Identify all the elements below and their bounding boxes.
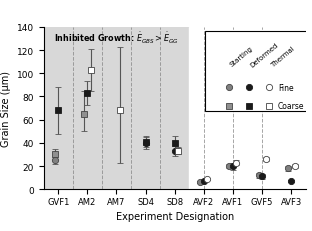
Text: Coarse: Coarse [278, 102, 305, 111]
X-axis label: Experiment Designation: Experiment Designation [115, 212, 234, 222]
Y-axis label: Grain Size (μm): Grain Size (μm) [1, 71, 11, 146]
Text: Fine: Fine [278, 83, 294, 92]
Bar [44, 28, 189, 189]
Text: Starting: Starting [229, 46, 254, 68]
Text: Thermal: Thermal [269, 45, 295, 68]
FancyBboxPatch shape [205, 32, 312, 111]
Text: Inhibited Growth: $\dot{E}_{GBS} > \dot{E}_{GG}$: Inhibited Growth: $\dot{E}_{GBS} > \dot{… [54, 30, 179, 45]
Text: Deformed: Deformed [249, 42, 279, 68]
Bar [189, 28, 306, 189]
Text: Growth: $\dot{E}_{GG} > \dot{E}_{GBS}$: Growth: $\dot{E}_{GG} > \dot{E}_{GBS}$ [207, 30, 288, 45]
